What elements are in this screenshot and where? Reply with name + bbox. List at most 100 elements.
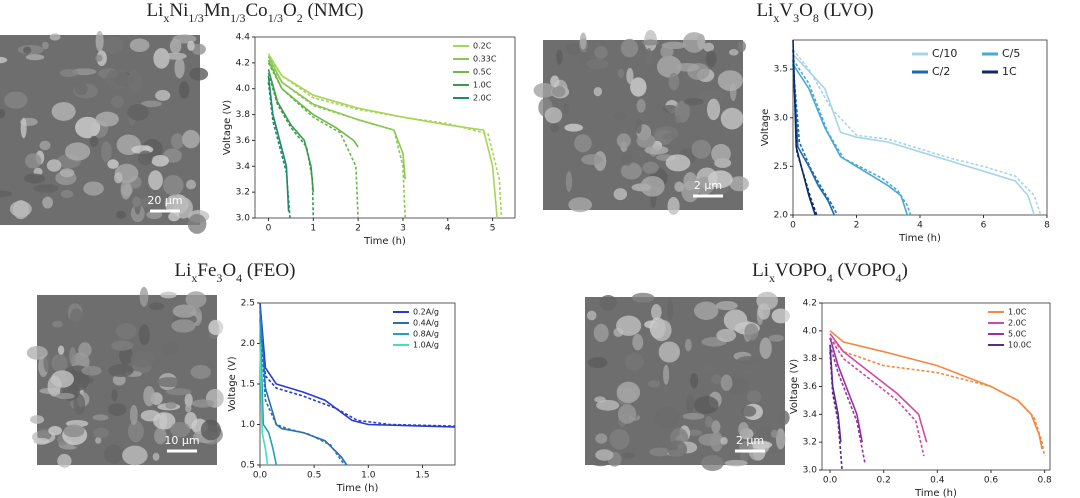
texture [173, 197, 193, 219]
texture [100, 141, 112, 162]
texture [636, 98, 646, 113]
texture [586, 310, 597, 321]
texture [768, 334, 784, 342]
texture [775, 428, 786, 450]
texture [533, 82, 555, 98]
texture [57, 453, 72, 468]
texture [111, 95, 124, 108]
texture [185, 291, 207, 308]
texture [685, 394, 695, 413]
y-tick-label: 4.0 [236, 84, 251, 94]
texture [595, 433, 608, 444]
texture [645, 47, 653, 67]
legend-label: 0.5C [473, 68, 492, 77]
texture [95, 30, 104, 52]
texture [594, 45, 608, 59]
legend-label: 1.0A/g [413, 341, 439, 350]
y-tick-label: 1.0 [241, 420, 256, 430]
texture [614, 111, 626, 121]
chart-title: LixNi1/3Mn1/3Co1/3O2 (NMC) [147, 0, 364, 24]
texture [108, 403, 127, 416]
texture [711, 420, 721, 434]
chart-title: LixVOPO4 (VOPO4) [752, 260, 908, 284]
texture [89, 135, 99, 147]
y-axis-label: Voltage [760, 109, 771, 147]
texture [92, 414, 109, 421]
texture [60, 189, 74, 199]
dashed-line [259, 319, 346, 466]
title-part: VOPO [775, 260, 827, 281]
texture [51, 102, 76, 121]
texture [33, 184, 59, 193]
texture [595, 449, 614, 461]
texture [544, 107, 563, 124]
texture [24, 173, 46, 184]
texture [684, 338, 692, 352]
texture [75, 116, 101, 139]
texture [25, 153, 42, 169]
texture [74, 82, 88, 96]
texture [556, 49, 563, 65]
texture [662, 364, 670, 385]
texture [189, 67, 209, 81]
legend-label: 0.4A/g [413, 319, 439, 328]
texture [649, 447, 672, 457]
texture [609, 429, 630, 450]
texture [51, 354, 68, 373]
texture [127, 70, 143, 93]
texture [693, 395, 719, 415]
y-axis-label: Voltage (V) [227, 356, 238, 411]
texture [667, 299, 674, 321]
x-tick-label: 0.8 [1037, 476, 1052, 486]
texture [654, 406, 680, 429]
y-tick-label: 2.0 [241, 339, 256, 349]
texture [771, 308, 790, 324]
texture [170, 133, 184, 150]
texture [640, 175, 665, 197]
texture [0, 190, 13, 198]
legend-label: C/5 [1002, 47, 1020, 60]
texture [138, 324, 150, 346]
y-tick-label: 4.4 [236, 33, 251, 43]
dashed-line [829, 344, 866, 464]
texture [728, 49, 739, 56]
texture [48, 426, 62, 436]
y-tick-label: 3.0 [236, 214, 251, 224]
micrograph: 2 μm [533, 29, 749, 215]
line [829, 337, 863, 443]
texture [749, 440, 773, 449]
texture [691, 139, 712, 159]
texture [697, 33, 706, 50]
texture [710, 431, 724, 452]
texture [105, 69, 130, 89]
texture [717, 70, 743, 91]
x-tick-label: 1.0 [361, 471, 376, 481]
texture [624, 353, 645, 371]
legend-label: 0.2A/g [413, 308, 439, 317]
texture [674, 181, 684, 192]
texture [168, 212, 180, 222]
texture [115, 322, 137, 340]
texture [95, 111, 119, 127]
texture [644, 145, 669, 155]
plot-frame [254, 36, 516, 219]
texture [49, 33, 61, 41]
legend-label: 2.0C [473, 94, 492, 103]
texture [703, 42, 715, 52]
texture [130, 350, 155, 368]
texture [155, 90, 171, 101]
texture [111, 340, 134, 351]
scale-bar-label: 2 μm [694, 179, 722, 192]
texture [143, 385, 156, 407]
title-part: Li [756, 0, 773, 21]
texture [683, 172, 698, 191]
texture [665, 154, 691, 172]
dashed-line [792, 49, 818, 216]
legend-label: C/2 [932, 65, 950, 78]
texture [724, 459, 748, 467]
texture [550, 75, 560, 88]
texture [153, 412, 176, 430]
title-part: O [222, 260, 236, 281]
texture [711, 144, 731, 164]
